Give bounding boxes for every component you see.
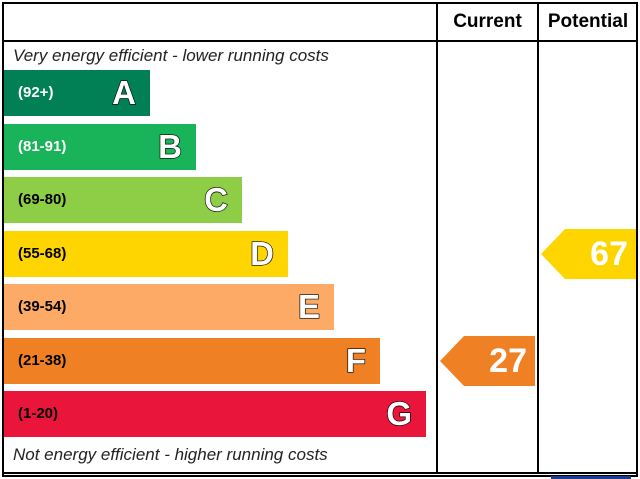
band-range-label: (92+) — [18, 84, 54, 101]
potential-header: Potential — [547, 11, 629, 32]
band-b: (81-91) B — [4, 124, 196, 170]
band-d: (55-68) D — [4, 231, 288, 277]
band-c: (69-80) C — [4, 177, 242, 223]
band-letter: G — [386, 394, 413, 432]
band-f: (21-38) F — [4, 338, 380, 384]
band-a: (92+) A — [4, 70, 150, 116]
current-rating-value: 27 — [489, 342, 527, 380]
band-letter: A — [112, 73, 137, 111]
band-g: (1-20) G — [4, 391, 426, 437]
band-letter: C — [204, 180, 229, 218]
current-column-divider — [436, 2, 438, 474]
band-letter: F — [345, 341, 366, 379]
band-letter: E — [297, 287, 320, 325]
band-range-label: (1-20) — [18, 405, 59, 422]
footer-strip — [551, 476, 631, 479]
bottom-caption: Not energy efficient - higher running co… — [13, 445, 328, 464]
band-range-label: (39-54) — [18, 298, 67, 315]
band-range-label: (21-38) — [18, 352, 67, 369]
band-range-label: (55-68) — [18, 245, 67, 262]
band-range-label: (81-91) — [18, 138, 67, 155]
top-caption: Very energy efficient - lower running co… — [13, 46, 329, 65]
potential-rating-value: 67 — [590, 235, 628, 273]
current-header: Current — [453, 11, 522, 32]
potential-column-divider — [537, 2, 539, 474]
band-letter: D — [250, 234, 275, 272]
band-letter: B — [158, 127, 183, 165]
footer-divider — [2, 472, 638, 474]
header-divider — [2, 40, 638, 42]
band-e: (39-54) E — [4, 284, 334, 330]
band-range-label: (69-80) — [18, 191, 67, 208]
